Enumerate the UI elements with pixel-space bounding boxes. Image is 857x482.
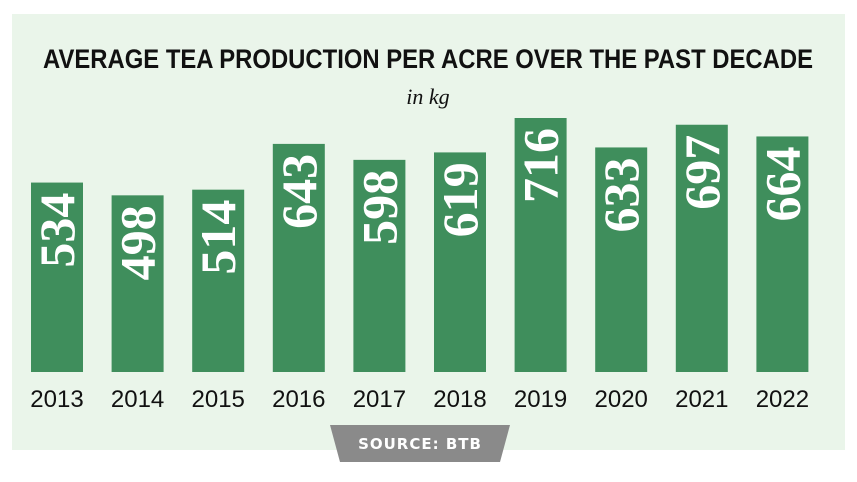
value-label: 716 [513,128,569,203]
bar [675,124,728,372]
value-label: 619 [432,162,488,237]
x-tick-label: 2022 [756,386,809,413]
value-label: 643 [271,154,327,229]
value-label: 598 [351,170,407,245]
x-tick-label: 2017 [353,386,406,413]
value-label: 664 [754,146,810,221]
bar [272,143,325,372]
chart-title: AVERAGE TEA PRODUCTION PER ACRE OVER THE… [43,44,813,74]
bar [111,195,164,372]
bar [434,152,486,372]
bar [595,147,648,372]
value-label: 633 [593,157,649,232]
value-label: 697 [674,135,730,210]
bar [192,189,245,372]
source-label: SOURCE: BTB [358,435,482,453]
x-tick-label: 2015 [192,386,245,413]
x-tick-label: 2013 [30,386,83,413]
x-tick-label: 2019 [514,386,567,413]
x-tick-label: 2021 [675,386,728,413]
bar [353,159,406,372]
x-tick-label: 2018 [433,386,486,413]
bar [31,182,83,372]
x-tick-label: 2014 [111,386,164,413]
bar [756,136,809,372]
value-label: 514 [190,200,246,275]
chart-subtitle: in kg [406,84,449,109]
x-tick-label: 2020 [595,386,648,413]
source-box [330,425,510,462]
value-label: 534 [29,193,85,268]
value-label: 498 [110,205,166,280]
bar [514,118,567,372]
x-tick-label: 2016 [272,386,325,413]
